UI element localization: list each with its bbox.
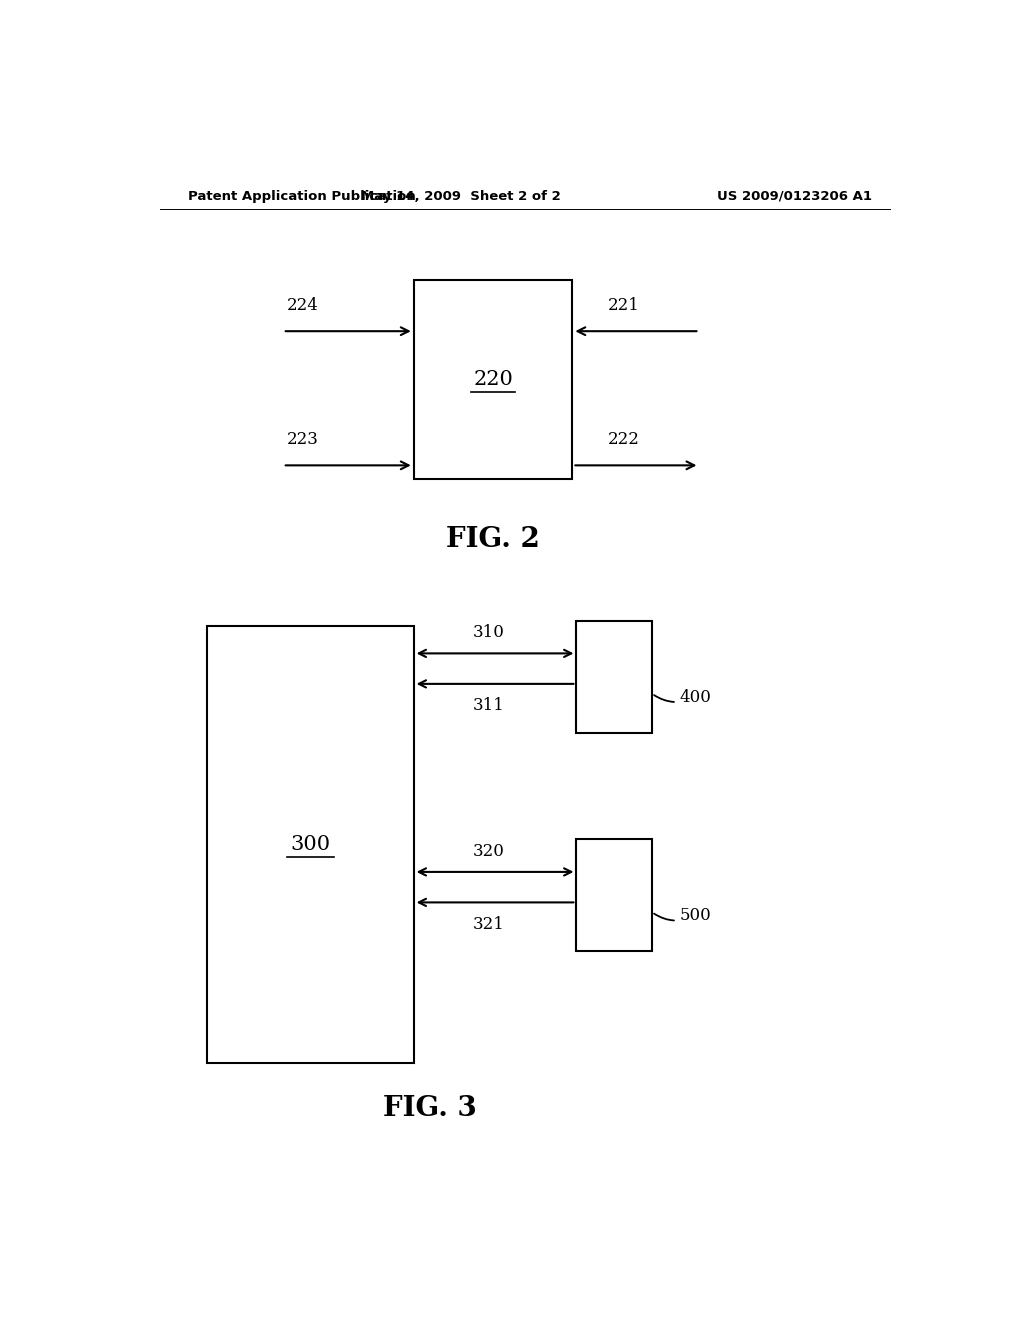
Text: 224: 224 xyxy=(287,297,318,314)
Text: 500: 500 xyxy=(654,907,712,924)
Text: 400: 400 xyxy=(654,689,712,706)
Text: 221: 221 xyxy=(608,297,640,314)
Text: FIG. 2: FIG. 2 xyxy=(446,527,540,553)
Text: May 14, 2009  Sheet 2 of 2: May 14, 2009 Sheet 2 of 2 xyxy=(361,190,561,202)
Bar xyxy=(577,620,651,733)
Text: 321: 321 xyxy=(473,916,505,933)
Text: Patent Application Publication: Patent Application Publication xyxy=(187,190,416,202)
Text: 320: 320 xyxy=(473,842,505,859)
Text: FIG. 3: FIG. 3 xyxy=(383,1096,476,1122)
Text: 310: 310 xyxy=(473,624,505,642)
Text: 220: 220 xyxy=(473,371,513,389)
Text: 222: 222 xyxy=(608,432,640,447)
Bar xyxy=(414,280,572,479)
Bar xyxy=(207,626,414,1063)
Text: 223: 223 xyxy=(287,432,318,447)
Text: 311: 311 xyxy=(473,697,505,714)
Bar xyxy=(577,840,651,952)
Text: 300: 300 xyxy=(291,836,331,854)
Text: US 2009/0123206 A1: US 2009/0123206 A1 xyxy=(717,190,872,202)
